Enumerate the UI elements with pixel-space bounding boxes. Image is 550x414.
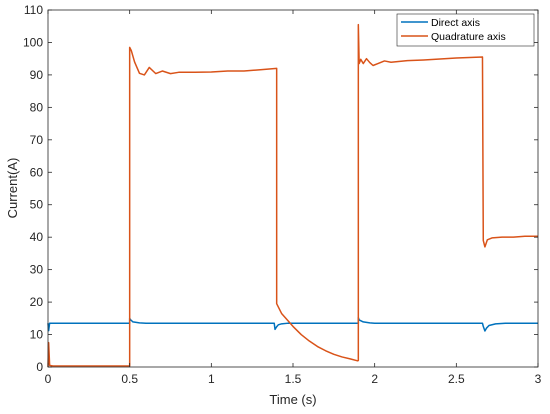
x-tick-label: 2 — [371, 372, 378, 386]
legend-label-direct-axis: Direct axis — [431, 17, 480, 29]
series-layer — [47, 23, 538, 368]
x-tick-label: 3 — [535, 372, 542, 386]
x-tick-label: 1.5 — [285, 372, 302, 386]
y-tick-label: 60 — [30, 165, 44, 179]
y-tick-label: 80 — [30, 100, 44, 114]
x-tick-label: 2.5 — [448, 372, 465, 386]
x-tick-label: 0 — [45, 372, 52, 386]
y-tick-label: 10 — [30, 328, 44, 342]
y-tick-label: 90 — [30, 68, 44, 82]
y-tick-label: 110 — [24, 3, 43, 17]
y-tick-label: 30 — [30, 263, 44, 277]
x-tick-label: 1 — [208, 372, 215, 386]
legend-label-quadrature-axis: Quadrature axis — [431, 31, 506, 43]
y-tick-label: 50 — [30, 198, 44, 212]
y-axis-title: Current(A) — [5, 158, 20, 219]
series-line-direct-axis — [47, 316, 538, 332]
y-tick-label: 0 — [36, 360, 43, 374]
y-tick-label: 100 — [23, 35, 43, 49]
series-line-quadrature-axis — [47, 23, 538, 368]
y-tick-label: 40 — [30, 230, 44, 244]
plot-background — [48, 10, 538, 367]
legend: Direct axis Quadrature axis — [396, 13, 535, 47]
x-tick-label: 0.5 — [121, 372, 138, 386]
y-tick-label: 70 — [30, 133, 44, 147]
x-axis-title: Time (s) — [269, 392, 316, 407]
y-tick-label: 20 — [30, 295, 44, 309]
legend-box — [396, 13, 535, 47]
